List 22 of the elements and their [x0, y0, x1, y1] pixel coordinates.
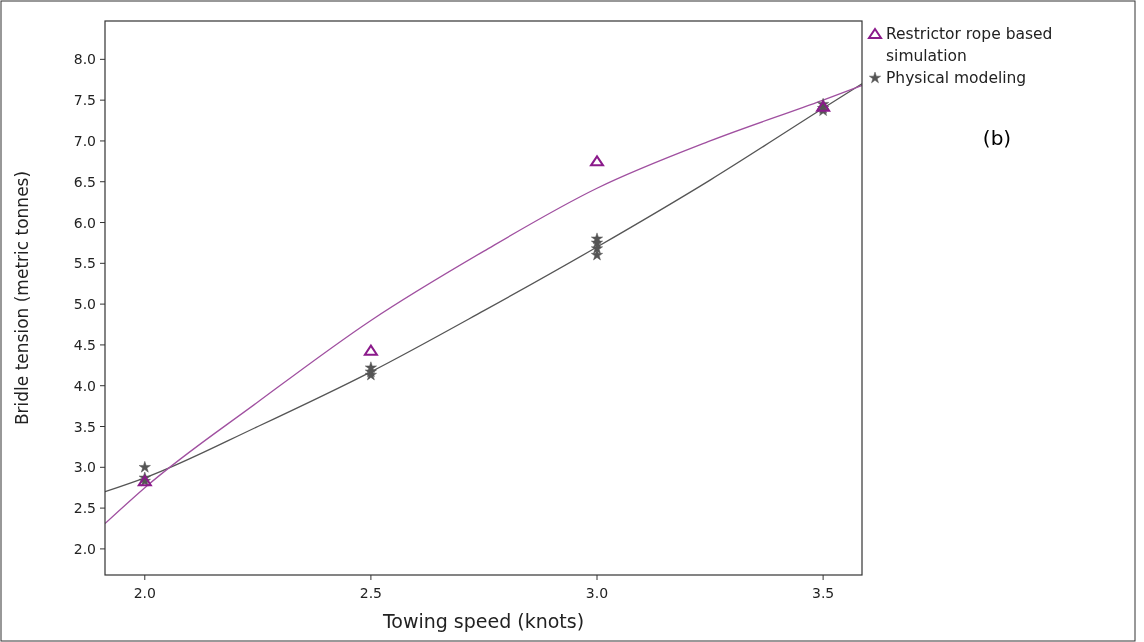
- x-tick-label: 2.5: [359, 585, 383, 601]
- y-tick-label: 3.0: [73, 459, 96, 476]
- y-tick-label: 7.0: [73, 132, 96, 149]
- x-axis-title: Towing speed (knots): [381, 610, 585, 632]
- y-tick-label: 4.0: [73, 377, 96, 394]
- legend-label: Restrictor rope based simulation: [886, 25, 1053, 65]
- legend-label: Physical modeling: [886, 69, 1027, 87]
- y-tick-label: 3.5: [73, 418, 96, 435]
- y-tick-label: 2.0: [73, 540, 96, 557]
- x-tick-label: 3.5: [811, 585, 835, 601]
- text: (b): [982, 126, 1012, 150]
- y-tick-label: 2.5: [73, 500, 96, 517]
- y-axis-title: Bridle tension (metric tonnes): [12, 170, 32, 426]
- x-tick-label: 3.0: [585, 585, 609, 601]
- y-tick-label: 5.0: [73, 296, 96, 313]
- y-tick-label: 7.5: [73, 92, 96, 109]
- y-tick-label: 5.5: [73, 255, 96, 272]
- y-tick-label: 6.0: [73, 214, 96, 231]
- x-tick-label: 2.0: [133, 585, 156, 601]
- y-tick-label: 4.5: [73, 336, 96, 353]
- y-tick-label: 6.5: [73, 173, 96, 190]
- y-tick-label: 8.0: [73, 51, 96, 68]
